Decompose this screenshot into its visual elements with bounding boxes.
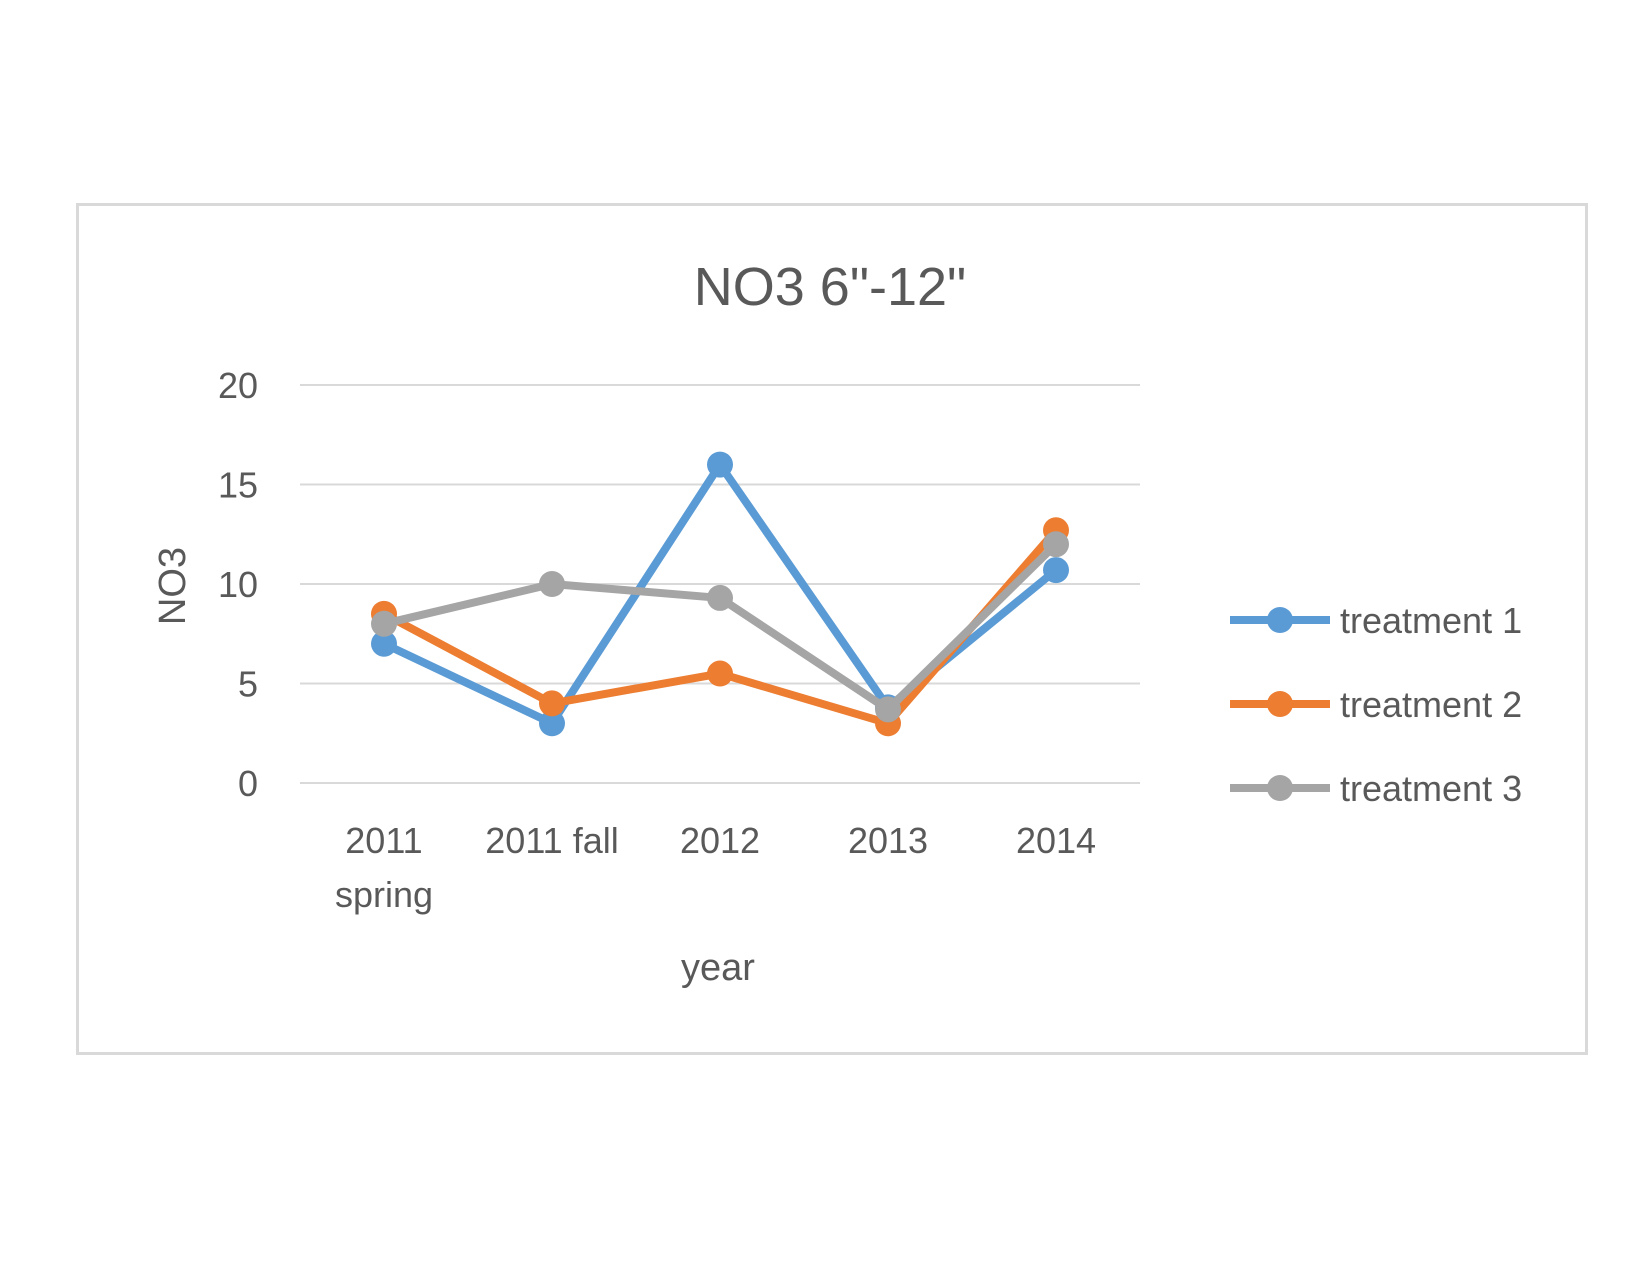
data-point: [707, 584, 733, 611]
data-point: [875, 696, 901, 723]
chart-title: NO3 6"-12": [694, 257, 966, 317]
y-tick-label: 5: [238, 664, 258, 705]
data-point: [539, 690, 565, 717]
y-axis-title: NO3: [152, 547, 194, 625]
y-tick-label: 10: [218, 564, 258, 605]
series-3: [371, 531, 1069, 723]
y-tick-label: 0: [238, 763, 258, 804]
x-axis-title: year: [681, 947, 755, 989]
data-point: [1043, 557, 1069, 584]
data-point: [707, 660, 733, 687]
legend-label: treatment 1: [1340, 600, 1522, 641]
data-point: [539, 710, 565, 737]
series-2: [371, 517, 1069, 737]
x-tick-label: 2011 spring: [335, 820, 433, 915]
legend-swatch-marker: [1267, 691, 1293, 717]
legend-label: treatment 3: [1340, 768, 1522, 809]
y-tick-label: 15: [218, 465, 258, 506]
series-lines: [371, 451, 1069, 737]
x-tick-label: 2014: [1016, 820, 1096, 861]
x-tick-label: 2012: [680, 820, 760, 861]
x-axis-ticks: 2011 spring 2011 fall 2012 2013 2014: [335, 820, 1096, 915]
legend-entry: treatment 1: [1230, 600, 1522, 641]
x-tick-label: 2011 fall: [485, 820, 618, 861]
data-point: [707, 451, 733, 478]
legend: treatment 1 treatment 2 treatment 3: [1230, 600, 1522, 809]
y-axis-ticks: 0 5 10 15 20: [218, 365, 258, 804]
legend-entry: treatment 2: [1230, 684, 1522, 725]
data-point: [371, 610, 397, 637]
data-point: [1043, 531, 1069, 558]
x-tick-label: 2013: [848, 820, 928, 861]
y-tick-label: 20: [218, 365, 258, 406]
legend-swatch-marker: [1267, 607, 1293, 633]
data-point: [539, 571, 565, 597]
data-point: [371, 630, 397, 657]
legend-label: treatment 2: [1340, 684, 1522, 725]
legend-swatch-marker: [1267, 775, 1293, 801]
legend-entry: treatment 3: [1230, 768, 1522, 809]
